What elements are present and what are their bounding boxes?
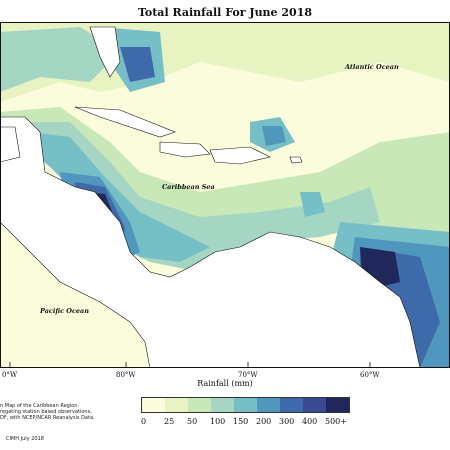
legend-label: 150 <box>233 417 249 426</box>
legend-label: 0 <box>141 417 147 426</box>
map-title: Total Rainfall For June 2018 <box>137 6 313 19</box>
legend-label: 300 <box>279 417 295 426</box>
legend-label: 200 <box>256 417 272 426</box>
note-line: DF, with NCEP/NCAR Reanalysis Data. <box>0 415 95 422</box>
credit-text: CIMH July 2018 <box>6 436 44 442</box>
legend-label: 400 <box>302 417 318 426</box>
legend-label: 50 <box>187 417 198 426</box>
legend-label: 25 <box>164 417 175 426</box>
legend-swatch <box>188 398 211 412</box>
tick-label-60w: 60°W <box>360 371 380 379</box>
legend-title: Rainfall (mm) <box>197 379 253 388</box>
rainfall-map: Atlantic Ocean Caribbean Sea Pacific Oce… <box>0 22 450 368</box>
atlantic-ocean-label: Atlantic Ocean <box>344 63 399 71</box>
legend-labels: 0 25 50 100 150 200 300 400 500+ <box>137 417 417 429</box>
longitude-tick-labels: 0°W 80°W 70°W 60°W <box>2 371 380 379</box>
legend-swatch <box>257 398 280 412</box>
note-line: regating station based observations, <box>0 409 92 416</box>
longitude-axis <box>9 362 371 368</box>
legend-swatch <box>211 398 234 412</box>
tick-label-70w: 70°W <box>238 371 258 379</box>
map-notes: n Map of the Caribbean Region. regating … <box>0 403 120 422</box>
legend-label: 100 <box>210 417 226 426</box>
legend-label: 500+ <box>325 417 347 426</box>
legend-swatch <box>142 398 165 412</box>
land-outlines <box>0 26 421 368</box>
legend-swatch <box>303 398 326 412</box>
legend-swatch <box>165 398 188 412</box>
tick-label-80w: 80°W <box>116 371 136 379</box>
caribbean-sea-label: Caribbean Sea <box>162 183 215 191</box>
legend-swatch <box>280 398 303 412</box>
legend-swatch <box>326 398 349 412</box>
note-line: n Map of the Caribbean Region. <box>0 403 80 409</box>
tick-label-0: 0°W <box>2 371 18 379</box>
legend-colorbar <box>141 397 350 413</box>
legend-swatch <box>234 398 257 412</box>
pacific-ocean-label: Pacific Ocean <box>39 307 89 315</box>
